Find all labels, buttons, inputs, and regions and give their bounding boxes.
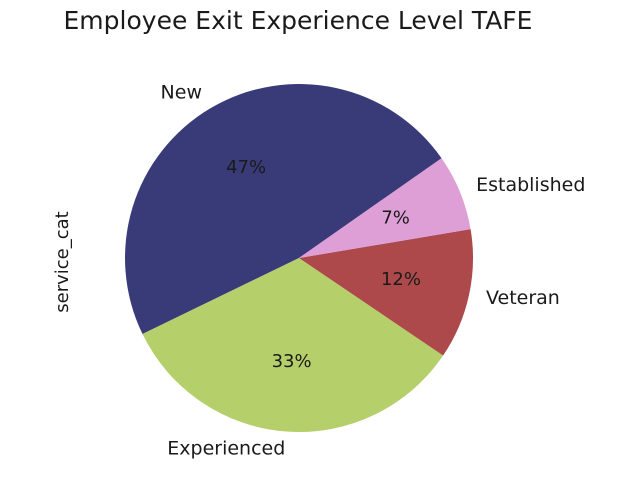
pie-category-label-new: New	[161, 82, 202, 104]
pie-percent-label-new: 47%	[226, 157, 266, 178]
pie-category-label-experienced: Experienced	[167, 437, 285, 459]
pie-percent-label-established: 7%	[381, 207, 410, 228]
y-axis-label: service_cat	[52, 211, 73, 312]
pie-category-label-established: Established	[476, 174, 585, 196]
pie-slices	[125, 84, 473, 432]
pie-percent-label-veteran: 12%	[381, 269, 421, 290]
pie-category-label-veteran: Veteran	[486, 287, 560, 309]
chart-title: Employee Exit Experience Level TAFE	[64, 6, 533, 35]
pie-percent-label-experienced: 33%	[272, 351, 312, 372]
